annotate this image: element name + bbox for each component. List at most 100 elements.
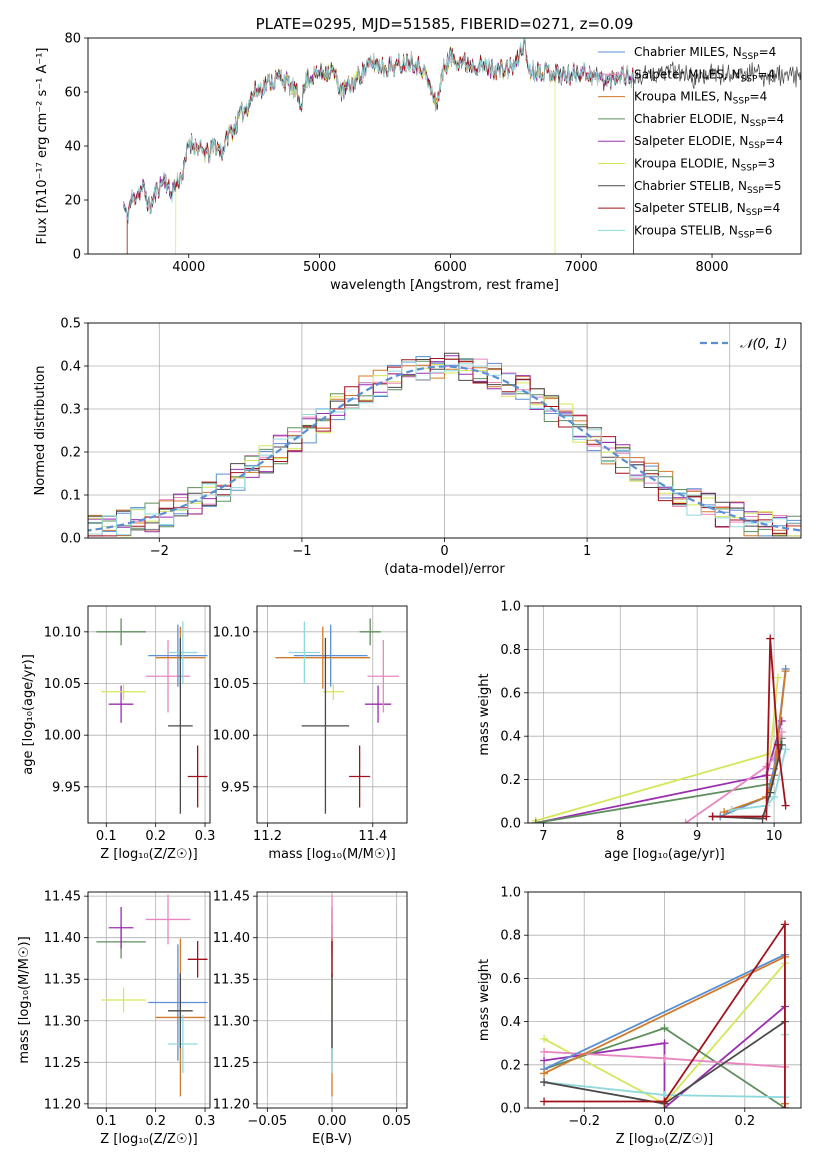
series-marker bbox=[681, 819, 690, 823]
y-tick-label: 0.2 bbox=[500, 773, 521, 788]
legend-label-value: =4 bbox=[757, 67, 775, 81]
y-tick-label: 20 bbox=[64, 194, 81, 209]
y-tick-label: 10.00 bbox=[44, 729, 81, 744]
y-tick-label: 0.6 bbox=[500, 686, 521, 701]
x-tick-label: 8000 bbox=[695, 260, 728, 275]
series-marker bbox=[781, 801, 790, 810]
y-tick-label: 0.6 bbox=[500, 972, 521, 987]
errorbar-salpeter-miles bbox=[145, 640, 191, 713]
legend-label-value: =4 bbox=[759, 45, 777, 59]
y-tick-label: 60 bbox=[64, 86, 81, 101]
plot-area bbox=[96, 618, 208, 814]
series-line bbox=[723, 671, 787, 813]
y-tick-label: 11.25 bbox=[213, 1056, 250, 1071]
y-tick-label: 0.1 bbox=[60, 489, 81, 504]
axes-frame bbox=[256, 605, 408, 824]
x-tick-label: 0.1 bbox=[96, 1114, 117, 1129]
legend-label-subscript: SSP bbox=[733, 97, 750, 107]
series-line bbox=[731, 748, 787, 811]
x-tick-label: 0.1 bbox=[96, 829, 117, 844]
legend-label-subscript: SSP bbox=[738, 230, 755, 240]
y-tick-label: 11.45 bbox=[213, 890, 250, 905]
y-tick-label: 10.10 bbox=[44, 625, 81, 640]
axes-weight_vs_Z: −0.2 0.0 0.2 0.0 0.2 0.4 0.6 0.8 1.0 Z [log₁₀(Z/Z… bbox=[477, 886, 802, 1147]
legend-label: Chabrier MILES, NSSP=4 bbox=[634, 45, 776, 62]
axes-residuals: −2 −1 0 1 2 0.0 0.1 0.2 0.3 0.4 0.5 (data-model)/er… bbox=[33, 317, 802, 577]
legend-label-value: =5 bbox=[764, 179, 782, 193]
y-tick-label: 0.0 bbox=[500, 1102, 521, 1117]
series-marker bbox=[780, 920, 789, 929]
errorbar-kroupa-stelib bbox=[288, 621, 321, 684]
legend-label-subscript: SSP bbox=[747, 186, 764, 196]
series-marker bbox=[720, 808, 729, 817]
plot-area bbox=[275, 618, 400, 814]
series-marker bbox=[540, 1056, 549, 1065]
y-tick-label: 11.20 bbox=[213, 1097, 250, 1112]
series-marker bbox=[766, 634, 775, 643]
errorbar-kroupa-elodie bbox=[101, 683, 146, 701]
legend-label-text: Chabrier MILES, N bbox=[634, 45, 742, 59]
axes-weight_vs_age: 7 8 9 10 0.0 0.2 0.4 0.6 0.8 1.0 age [log₁₀(age/yr… bbox=[477, 600, 802, 862]
x-axis-label: Z [log₁₀(Z/Z☉)] bbox=[616, 1132, 713, 1147]
x-axis-label: Z [log₁₀(Z/Z☉)] bbox=[100, 1132, 197, 1147]
errorbar-chabrier-stelib bbox=[168, 973, 193, 1049]
x-tick-label: −2 bbox=[150, 544, 169, 559]
spectrum-line-chabrier-elodie bbox=[122, 38, 634, 221]
plot-area bbox=[122, 38, 801, 254]
y-axis-label: Flux [fλ10⁻¹⁷ erg cm⁻² s⁻¹ A⁻¹] bbox=[35, 48, 50, 245]
y-tick-label: 11.35 bbox=[213, 973, 250, 988]
legend-label-text: Chabrier ELODIE, N bbox=[634, 112, 750, 126]
errorbar-salpeter-elodie bbox=[108, 906, 134, 949]
errorbar-chabrier-elodie bbox=[96, 618, 146, 646]
x-tick-label: 0.0 bbox=[654, 1114, 675, 1129]
y-tick-label: 0.2 bbox=[60, 446, 81, 461]
errorbar-kroupa-stelib bbox=[168, 1014, 198, 1074]
x-tick-label: 0.2 bbox=[734, 1114, 755, 1129]
x-tick-label: 10 bbox=[766, 829, 783, 844]
axes-spectrum: 4000 5000 6000 7000 8000 0 20 40 60 80 wavelength … bbox=[35, 15, 802, 293]
axes-mass_vs_Z: 0.1 0.2 0.3 11.20 11.25 11.30 11.35 11.40 11.45 Z… bbox=[17, 890, 215, 1147]
y-axis-label: Normed distribution bbox=[33, 366, 48, 496]
errorbar-salpeter-miles bbox=[145, 894, 191, 945]
errorbar-salpeter-stelib bbox=[349, 745, 371, 808]
y-tick-label: 0 bbox=[73, 248, 81, 263]
series-marker bbox=[531, 819, 540, 823]
y-tick-label: 0.8 bbox=[500, 643, 521, 658]
legend-label-text: Salpeter ELODIE, N bbox=[634, 134, 748, 148]
x-tick-label: 8 bbox=[616, 829, 624, 844]
legend-label-value: =4 bbox=[763, 201, 781, 215]
x-tick-label: 2 bbox=[726, 544, 734, 559]
legend-label-text: Salpeter MILES, N bbox=[634, 67, 741, 81]
y-tick-label: 11.30 bbox=[213, 1014, 250, 1029]
plot-area bbox=[531, 634, 790, 823]
plot-area bbox=[540, 920, 789, 1108]
x-tick-label: 9 bbox=[693, 829, 701, 844]
axes-age_vs_mass: 11.2 11.4 9.95 10.00 10.05 10.10 mass [log₁₀(M… bbox=[213, 605, 408, 862]
errorbar-chabrier-stelib bbox=[168, 638, 193, 814]
y-tick-label: 0.4 bbox=[500, 730, 521, 745]
legend-label-text: Kroupa MILES, N bbox=[634, 90, 733, 104]
legend-label-subscript: SSP bbox=[746, 208, 763, 218]
y-tick-label: 11.20 bbox=[44, 1097, 81, 1112]
y-tick-label: 40 bbox=[64, 140, 81, 155]
x-axis-label: E(B-V) bbox=[312, 1132, 352, 1147]
series-marker bbox=[660, 1097, 669, 1106]
errorbar-kroupa-elodie bbox=[101, 987, 146, 1013]
y-tick-label: 9.95 bbox=[52, 780, 81, 795]
y-tick-label: 0.2 bbox=[500, 1058, 521, 1073]
y-axis-label: mass weight bbox=[477, 673, 492, 755]
normal-curve bbox=[88, 365, 801, 532]
x-tick-label: 0.00 bbox=[318, 1114, 347, 1129]
legend-label: Kroupa ELODIE, NSSP=3 bbox=[634, 157, 775, 174]
series-line bbox=[543, 953, 786, 1070]
legend-label: Chabrier STELIB, NSSP=5 bbox=[634, 179, 782, 196]
x-tick-label: −0.2 bbox=[568, 1114, 600, 1129]
legend-label-subscript: SSP bbox=[748, 141, 765, 151]
y-tick-label: 0.0 bbox=[500, 817, 521, 832]
y-tick-label: 0.3 bbox=[60, 403, 81, 418]
legend-label-value: =4 bbox=[766, 112, 784, 126]
y-tick-label: 0.4 bbox=[60, 360, 81, 375]
series-line bbox=[543, 1005, 786, 1108]
